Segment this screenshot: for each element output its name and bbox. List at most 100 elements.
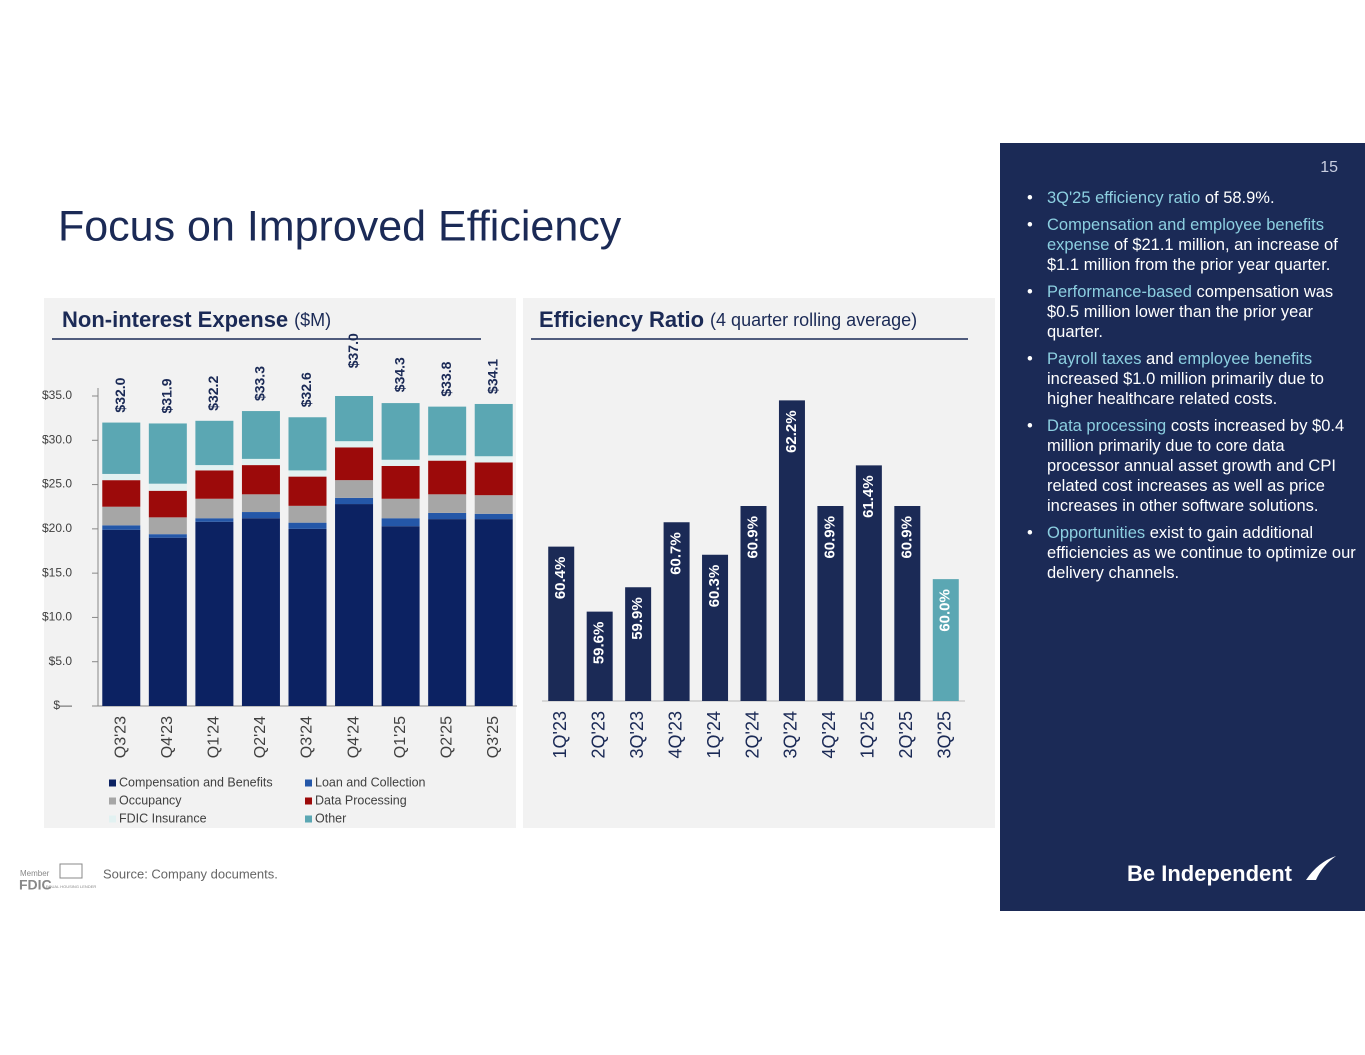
total-label: $33.8 [438,361,454,396]
x-tick-label: 4Q'23 [665,711,685,758]
bar-segment [335,396,374,442]
bar-segment [195,518,234,522]
x-tick-label: Q2'25 [438,716,455,758]
bar-segment [102,506,141,526]
bar-segment [428,455,467,461]
chart-subtitle: (4 quarter rolling average) [710,310,917,330]
bar-segment [148,517,187,535]
bar-segment [195,521,234,706]
bullet-text: Compensation and employee benefits expen… [1047,216,1325,254]
bar-segment [474,495,513,514]
x-tick-label: Q1'25 [392,716,409,758]
slide-title: Focus on Improved Efficiency [58,202,622,250]
bullet-text: 3Q'25 efficiency ratio [1047,189,1201,207]
bar-segment [288,522,327,529]
total-label: $34.3 [391,357,407,392]
chart-title-text: Efficiency Ratio [539,307,704,332]
bar-segment [102,473,141,481]
value-label: 61.4% [860,475,877,518]
bar-segment [381,518,420,527]
value-label: 60.0% [937,589,954,632]
bar-segment [474,513,513,520]
total-label: $32.6 [298,372,314,407]
y-tick-label: $30.0 [42,432,72,446]
bar-segment [474,456,513,463]
bar [817,506,844,701]
total-label: $32.0 [112,377,128,412]
value-label: 59.9% [629,597,646,640]
bar-segment [288,505,327,523]
y-tick-label: $5.0 [49,654,73,668]
y-tick-label: $15.0 [42,565,72,579]
legend-label: Loan and Collection [315,775,426,789]
bullet-list: 3Q'25 efficiency ratio of 58.9%. Compensa… [1027,188,1357,590]
legend-label: Other [315,811,346,825]
x-tick-label: 2Q'23 [588,711,608,758]
legend-swatch [305,815,312,823]
bullet-text: costs increased by $0.4 million primaril… [1047,417,1345,515]
y-tick-label: $20.0 [42,521,72,535]
bar-segment [428,494,467,513]
bar-segment [148,423,187,484]
value-label: 60.7% [668,532,685,575]
x-tick-label: 3Q'23 [627,711,647,758]
bullet-text: Payroll taxes [1047,350,1142,368]
x-tick-label: 1Q'23 [550,711,570,758]
x-tick-label: Q4'24 [345,716,362,758]
x-tick-label: 1Q'25 [858,711,878,758]
bar [548,546,575,701]
bar [625,587,652,701]
bar-segment [335,504,374,706]
brand: Be Independent [1127,861,1293,886]
bullet-text: of $21.1 million, an increase of $1.1 mi… [1047,236,1338,274]
total-label: $32.2 [205,376,221,411]
bar-segment [241,411,280,459]
bar-segment [335,441,374,448]
legend-swatch [305,779,312,787]
bullet: Data processing costs increased by $0.4 … [1027,416,1357,516]
bar-segment [148,483,187,491]
y-tick-label: $10.0 [42,610,72,624]
chart-subtitle: ($M) [294,310,331,330]
value-label: 60.9% [821,516,838,559]
source: Source: Company documents. [103,866,278,881]
legend-label: Compensation and Benefits [119,775,273,789]
x-tick-label: Q3'23 [112,716,129,758]
total-label: $31.9 [159,378,175,413]
bar-segment [102,529,141,706]
x-tick-label: Q4'23 [159,716,176,758]
page-number: 15 [1320,159,1338,176]
bar-segment [381,459,420,466]
bar [586,611,613,701]
bar-segment [102,480,141,507]
bar-segment [428,512,467,520]
bar [663,522,690,701]
bar-segment [241,518,280,706]
fdic-member: Member [20,869,50,878]
y-tick-label: $25.0 [42,477,72,491]
x-tick-label: Q3'25 [485,716,502,758]
bullet-text: increased $1.0 million primarily due to … [1047,370,1324,408]
bar-segment [288,417,327,471]
bar-segment [381,465,420,499]
housing-icon [59,863,83,879]
legend-swatch [109,815,116,823]
bullet: Compensation and employee benefits expen… [1027,215,1357,275]
bullet-text: and [1141,350,1179,368]
value-label: 62.2% [783,410,800,453]
x-tick-label: 1Q'24 [704,711,724,758]
bar-segment [288,470,327,477]
bar-segment [474,462,513,496]
x-tick-label: Q3'24 [299,716,316,758]
value-label: 60.3% [706,565,723,608]
legend-swatch [305,797,312,805]
x-tick-label: 2Q'25 [896,711,916,758]
bar-segment [381,526,420,706]
legend-swatch [109,779,116,787]
bar [932,579,959,701]
legend-label: Data Processing [315,793,407,807]
value-label: 60.9% [744,516,761,559]
value-label: 60.9% [898,516,915,559]
bullet: Payroll taxes and employee benefits incr… [1027,349,1357,409]
